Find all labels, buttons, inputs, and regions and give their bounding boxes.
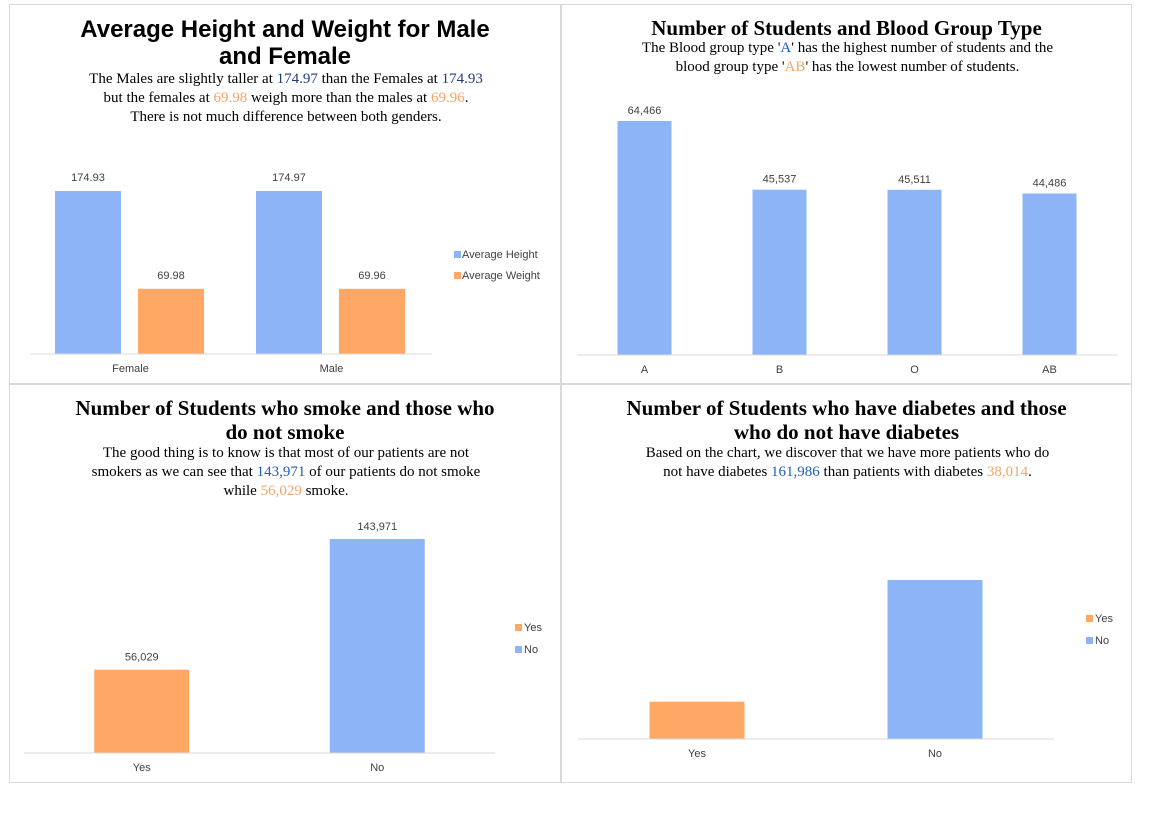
bar-yes — [649, 701, 745, 739]
chart-title-line-2: and Female — [218, 43, 352, 70]
legend-swatch-yes — [1086, 615, 1093, 622]
x-tick-label-b: B — [776, 364, 783, 376]
chart-panel-height-weight: Average Height and Weight for Male and F… — [9, 4, 561, 384]
x-tick-label-no: No — [928, 748, 942, 760]
chart-subtitle: The Males are slightly taller at 174.97 … — [89, 71, 483, 125]
legend-swatch-yes — [515, 624, 522, 631]
chart-title-line-1: Number of Students who smoke and those w… — [75, 396, 495, 420]
bar-blood-group-a — [617, 121, 672, 355]
x-tick-label-o: O — [910, 364, 919, 376]
chart-title: Number of Students and Blood Group Type — [651, 16, 1042, 40]
legend-label-average-height: Average Height — [462, 249, 538, 261]
x-tick-label-female: Female — [112, 363, 149, 375]
chart-subtitle: Based on the chart, we discover that we … — [645, 445, 1050, 480]
chart-title-line-2: do not smoke — [225, 420, 345, 444]
data-label-blood-group-o: 45,511 — [898, 174, 931, 186]
bar-average-weight-female — [138, 288, 204, 354]
chart-subtitle: The Blood group type 'A' has the highest… — [641, 40, 1054, 75]
data-label-average-height-male: 174.97 — [272, 172, 306, 184]
data-label-yes: 56,029 — [125, 652, 159, 664]
bar-chart-height-weight: 174.93 69.98 Female 174.97 69.96 Male Average … — [30, 172, 540, 375]
bar-blood-group-ab — [1022, 193, 1077, 355]
legend-label-average-weight: Average Weight — [462, 270, 540, 282]
bar-yes — [94, 669, 190, 753]
bar-blood-group-b — [752, 189, 807, 355]
data-label-blood-group-ab: 44,486 — [1033, 178, 1067, 190]
data-label-no: 143,971 — [357, 521, 397, 533]
legend-swatch-no — [1086, 637, 1093, 644]
x-tick-label-yes: Yes — [688, 748, 706, 760]
x-tick-label-no: No — [370, 762, 384, 774]
data-label-average-height-female: 174.93 — [71, 172, 105, 184]
legend-label-yes: Yes — [524, 622, 542, 634]
data-label-average-weight-female: 69.98 — [157, 270, 185, 282]
bar-no — [329, 539, 425, 753]
bar-chart-smoking: 56,029 Yes 143,971 No Yes No — [24, 521, 542, 774]
chart-panel-blood-group: Number of Students and Blood Group Type … — [561, 4, 1132, 384]
x-tick-label-a: A — [641, 364, 649, 376]
x-tick-label-male: Male — [320, 363, 344, 375]
chart-title: Number of Students who smoke and those w… — [10, 396, 560, 444]
bar-chart-blood-group: 64,466 A 45,537 B 45,511 O 44,486 AB — [577, 105, 1117, 376]
legend-swatch-no — [515, 646, 522, 653]
legend-swatch-average-height — [454, 251, 461, 258]
legend-swatch-average-weight — [454, 272, 461, 279]
bar-average-weight-male — [339, 288, 405, 354]
chart-subtitle: The good thing is to know is that most o… — [91, 445, 481, 499]
x-tick-label-ab: AB — [1042, 364, 1057, 376]
data-label-blood-group-b: 45,537 — [763, 174, 797, 186]
bar-no — [887, 580, 983, 739]
data-label-average-weight-male: 69.96 — [358, 270, 386, 282]
chart-title-line-1: Average Height and Weight for Male — [80, 16, 490, 43]
x-tick-label-yes: Yes — [133, 762, 151, 774]
bar-average-height-female — [55, 191, 121, 354]
chart-title: Average Height and Weight for Male and F… — [10, 16, 560, 70]
legend-label-no: No — [524, 644, 538, 656]
chart-panel-diabetes: Number of Students who have diabetes and… — [561, 384, 1132, 783]
chart-panel-smoking: Number of Students who smoke and those w… — [9, 384, 561, 783]
chart-title-line-1: Number of Students who have diabetes and… — [626, 396, 1067, 420]
bar-blood-group-o — [887, 189, 942, 355]
legend-label-no: No — [1095, 635, 1109, 647]
chart-title-line-2: who do not have diabetes — [733, 420, 960, 444]
chart-title: Number of Students who have diabetes and… — [562, 396, 1131, 444]
data-label-blood-group-a: 64,466 — [628, 105, 662, 117]
bar-chart-diabetes: Yes No Yes No — [578, 580, 1113, 760]
legend-label-yes: Yes — [1095, 613, 1113, 625]
bar-average-height-male — [256, 190, 322, 354]
